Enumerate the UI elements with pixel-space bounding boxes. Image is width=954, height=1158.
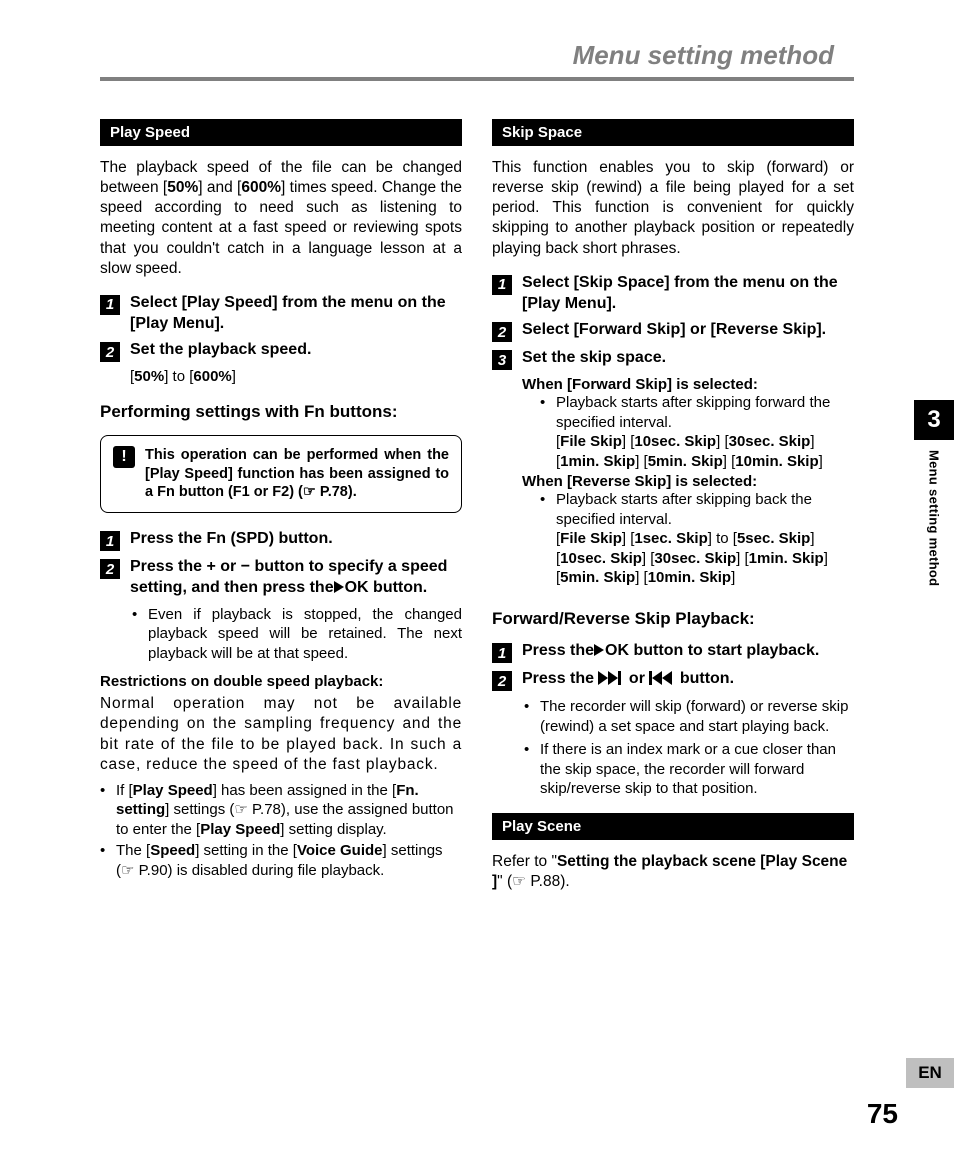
step-number: 3	[492, 350, 512, 370]
fr-step-2: 2 Press the or button.	[492, 669, 854, 691]
page-number: 75	[867, 1098, 898, 1130]
section-bar-play-speed: Play Speed	[100, 119, 462, 146]
step-number: 2	[100, 342, 120, 362]
forward-skip-options: [File Skip] [10sec. Skip] [30sec. Skip] …	[556, 432, 854, 471]
step-number: 1	[100, 531, 120, 551]
header-rule	[100, 77, 854, 81]
play-icon	[594, 644, 604, 656]
play-icon	[334, 581, 344, 593]
forward-skip-when: When [Forward Skip] is selected:	[522, 376, 854, 393]
reverse-skip-bullets: Playback starts after skipping back the …	[492, 490, 854, 529]
step-number: 1	[100, 295, 120, 315]
section-bar-play-scene: Play Scene	[492, 813, 854, 840]
page-title: Menu setting method	[573, 40, 834, 70]
step-text: Press the or button.	[522, 669, 854, 690]
step-number: 2	[492, 671, 512, 691]
fn-step-2: 2 Press the + or − button to specify a s…	[100, 557, 462, 599]
fn-heading: Performing settings with Fn buttons:	[100, 401, 462, 422]
fast-forward-icon	[598, 670, 624, 687]
side-label: Menu setting method	[927, 440, 942, 586]
skip-step-2: 2 Select [Forward Skip] or [Reverse Skip…	[492, 320, 854, 342]
step-number: 2	[100, 559, 120, 579]
step-text: Press the Fn (SPD) button.	[130, 529, 462, 550]
left-column: Play Speed The playback speed of the fil…	[100, 119, 462, 892]
right-column: Skip Space This function enables you to …	[492, 119, 854, 892]
chapter-number: 3	[914, 400, 954, 440]
skip-space-intro: This function enables you to skip (forwa…	[492, 158, 854, 259]
restrictions-heading: Restrictions on double speed playback:	[100, 673, 462, 690]
side-tab: 3 Menu setting method	[914, 400, 954, 586]
step-text: Select [Forward Skip] or [Reverse Skip].	[522, 320, 854, 341]
skip-step-3: 3 Set the skip space.	[492, 348, 854, 370]
list-item: The recorder will skip (forward) or reve…	[522, 697, 854, 736]
content-columns: Play Speed The playback speed of the fil…	[100, 119, 854, 892]
fn-bullets: Even if playback is stopped, the changed…	[100, 605, 462, 664]
step-text: Press the + or − button to specify a spe…	[130, 557, 462, 599]
play-speed-step-2-sub: [50%] to [600%]	[130, 368, 462, 385]
step-number: 1	[492, 643, 512, 663]
list-item: Playback starts after skipping back the …	[540, 490, 854, 529]
step-number: 2	[492, 322, 512, 342]
manual-page: Menu setting method Play Speed The playb…	[0, 0, 954, 1158]
play-speed-step-2: 2 Set the playback speed.	[100, 340, 462, 362]
play-speed-step-1: 1 Select [Play Speed] from the menu on t…	[100, 293, 462, 335]
note-text: This operation can be performed when the…	[145, 446, 449, 503]
step-text: Set the skip space.	[522, 348, 854, 369]
play-speed-intro: The playback speed of the file can be ch…	[100, 158, 462, 279]
rewind-icon	[649, 670, 675, 687]
list-item: The [Speed] setting in the [Voice Guide]…	[100, 841, 462, 880]
list-item: If [Play Speed] has been assigned in the…	[100, 781, 462, 840]
fr-heading: Forward/Reverse Skip Playback:	[492, 608, 854, 629]
list-item: Playback starts after skipping forward t…	[540, 393, 854, 432]
forward-skip-bullets: Playback starts after skipping forward t…	[492, 393, 854, 432]
step-text: Select [Skip Space] from the menu on the…	[522, 273, 854, 315]
play-scene-text: Refer to "Setting the playback scene [Pl…	[492, 852, 854, 892]
skip-step-1: 1 Select [Skip Space] from the menu on t…	[492, 273, 854, 315]
language-tab: EN	[906, 1058, 954, 1088]
fn-step-1: 1 Press the Fn (SPD) button.	[100, 529, 462, 551]
list-item: Even if playback is stopped, the changed…	[130, 605, 462, 664]
step-text: Set the playback speed.	[130, 340, 462, 361]
page-header: Menu setting method	[100, 40, 854, 71]
list-item: If there is an index mark or a cue close…	[522, 740, 854, 799]
step-text: Select [Play Speed] from the menu on the…	[130, 293, 462, 335]
restrictions-bullets: If [Play Speed] has been assigned in the…	[100, 781, 462, 881]
step-text: Press theOK button to start playback.	[522, 641, 854, 662]
section-bar-skip-space: Skip Space	[492, 119, 854, 146]
alert-icon: !	[113, 446, 135, 468]
fr-bullets: The recorder will skip (forward) or reve…	[492, 697, 854, 799]
reverse-skip-when: When [Reverse Skip] is selected:	[522, 473, 854, 490]
note-box: ! This operation can be performed when t…	[100, 435, 462, 514]
restrictions-body: Normal operation may not be available de…	[100, 694, 462, 775]
fr-step-1: 1 Press theOK button to start playback.	[492, 641, 854, 663]
reverse-skip-options: [File Skip] [1sec. Skip] to [5sec. Skip]…	[556, 529, 854, 588]
step-number: 1	[492, 275, 512, 295]
